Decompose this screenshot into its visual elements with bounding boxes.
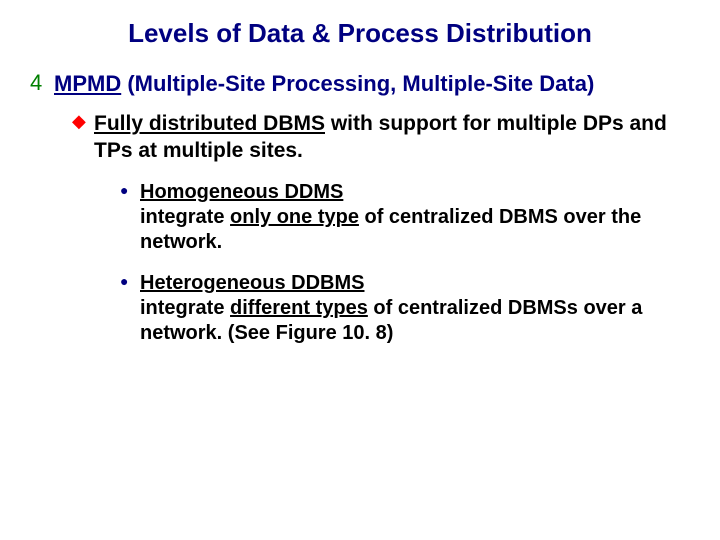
level2-text: Fully distributed DBMS with support for … bbox=[94, 111, 690, 164]
level2-underlined: Fully distributed DBMS bbox=[94, 112, 325, 135]
level3b-text: Heterogeneous DDBMS integrate different … bbox=[140, 271, 680, 346]
level3a-line2a: integrate bbox=[140, 206, 230, 228]
slide-title: Levels of Data & Process Distribution bbox=[70, 18, 650, 49]
bullet-level2: ◆ Fully distributed DBMS with support fo… bbox=[72, 111, 690, 164]
bullet-level3-b: ● Heterogeneous DDBMS integrate differen… bbox=[120, 271, 680, 346]
level1-rest: (Multiple-Site Processing, Multiple-Site… bbox=[121, 71, 594, 96]
diamond-icon: ◆ bbox=[72, 111, 92, 133]
dot-icon: ● bbox=[120, 271, 138, 292]
level1-underlined: MPMD bbox=[54, 71, 121, 96]
slide: Levels of Data & Process Distribution 4 … bbox=[0, 0, 720, 540]
dot-icon: ● bbox=[120, 180, 138, 201]
level3b-line2a: integrate bbox=[140, 297, 230, 319]
level3b-underlined: Heterogeneous DDBMS bbox=[140, 272, 364, 294]
level3b-line2-underlined: different types bbox=[230, 297, 368, 319]
level3a-text: Homogeneous DDMS integrate only one type… bbox=[140, 180, 680, 255]
bullet-level3-a: ● Homogeneous DDMS integrate only one ty… bbox=[120, 180, 680, 255]
level3a-underlined: Homogeneous DDMS bbox=[140, 181, 343, 203]
level1-text: MPMD (Multiple-Site Processing, Multiple… bbox=[54, 71, 594, 97]
level3a-line2-underlined: only one type bbox=[230, 206, 359, 228]
book-icon: 4 bbox=[30, 71, 52, 95]
bullet-level1: 4 MPMD (Multiple-Site Processing, Multip… bbox=[30, 71, 690, 97]
